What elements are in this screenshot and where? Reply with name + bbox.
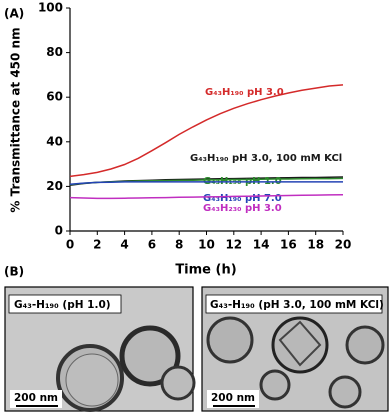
y-tick-label: 60 xyxy=(46,90,63,104)
panel-label: (B) xyxy=(4,265,24,279)
x-tick-label: 16 xyxy=(280,238,297,252)
x-tick-label: 2 xyxy=(93,238,101,252)
x-tick-label: 20 xyxy=(335,238,352,252)
y-tick-label: 80 xyxy=(46,45,63,59)
series-label: G₄₃H₂₃₀ pH 3.0 xyxy=(203,203,282,214)
y-tick-label: 0 xyxy=(55,224,63,238)
y-tick-label: 100 xyxy=(38,1,63,15)
x-tick-label: 18 xyxy=(307,238,324,252)
micrograph: G₄₃-H₁₉₀ (pH 3.0, 100 mM KCl) 200 nm xyxy=(201,286,389,412)
x-tick-label: 12 xyxy=(225,238,242,252)
series-label: G₄₃H₁₉₀ pH 3.0 xyxy=(205,87,284,98)
x-tick-label: 8 xyxy=(175,238,183,252)
scale-bar-label: 200 nm xyxy=(14,392,58,404)
y-tick-label: 20 xyxy=(46,179,63,193)
x-axis-label: Time (h) xyxy=(175,263,236,278)
image-caption: G₄₃-H₁₉₀ (pH 1.0) xyxy=(14,299,111,311)
panel-label: (A) xyxy=(4,7,24,21)
x-tick-label: 6 xyxy=(148,238,156,252)
series-label: G₄₃H₁₉₀ pH 3.0, 100 mM KCl xyxy=(190,153,342,164)
series-line xyxy=(69,193,344,200)
micrograph: G₄₃-H₁₉₀ (pH 1.0) 200 nm xyxy=(4,286,196,412)
series-line xyxy=(69,84,344,178)
plot-area: 0 20 40 60 80 100 0 2 4 6 8 10 12 14 16 18 20 G₄₃H₁₉₀ pH … xyxy=(38,1,351,252)
y-tick-label: 40 xyxy=(46,134,63,148)
x-tick-label: 10 xyxy=(198,238,215,252)
x-tick-label: 14 xyxy=(253,238,270,252)
series-label: G₄₃H₁₉₀ pH 7.0 xyxy=(203,193,282,204)
x-tick-label: 0 xyxy=(66,238,74,252)
image-caption: G₄₃-H₁₉₀ (pH 3.0, 100 mM KCl) xyxy=(210,299,384,311)
scale-bar-label: 200 nm xyxy=(211,392,255,404)
series-line xyxy=(69,181,343,185)
y-axis-label: % Transmittance at 450 nm xyxy=(9,27,23,212)
x-tick-label: 4 xyxy=(120,238,128,252)
